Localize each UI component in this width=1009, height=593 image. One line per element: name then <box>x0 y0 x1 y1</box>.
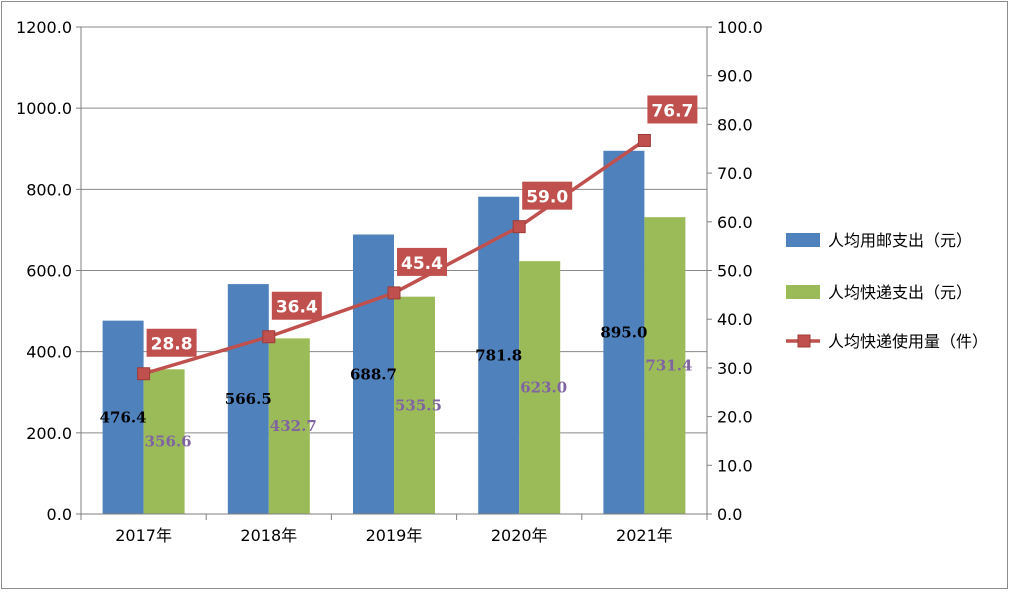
left-axis-tick-label: 1200.0 <box>16 18 72 37</box>
bar-data-label: 535.5 <box>395 396 442 414</box>
right-axis-tick-label: 90.0 <box>717 67 753 86</box>
bar-data-label: 688.7 <box>350 365 397 383</box>
x-axis-tick-label: 2020年 <box>491 526 548 545</box>
bars <box>102 150 686 515</box>
bar-express-spend <box>519 261 561 514</box>
right-axis-tick-label: 50.0 <box>717 262 753 281</box>
line-data-label-box <box>397 247 447 276</box>
right-axis-tick-label: 100.0 <box>717 18 763 37</box>
left-axis-tick-label: 1000.0 <box>16 99 72 118</box>
line-data-label-box <box>271 291 322 320</box>
legend-marker <box>797 334 811 348</box>
data-labels: 476.4 566.5 688.7 781.8 895.0 356.6 432.7 535.5… <box>100 95 698 451</box>
bar-data-label: 781.8 <box>475 346 522 364</box>
bar-data-label: 623.0 <box>520 379 567 397</box>
line-point-marker <box>512 220 526 234</box>
bar-data-label: 895.0 <box>600 323 647 341</box>
bar-express-spend <box>394 296 435 514</box>
x-axis-tick-label: 2019年 <box>366 526 423 545</box>
line-point-marker <box>387 286 401 300</box>
x-axis-tick-label: 2017年 <box>115 526 172 545</box>
bar-express-spend <box>644 217 686 514</box>
right-axis-tick-label: 80.0 <box>717 115 753 134</box>
line-point-marker <box>262 330 276 344</box>
bar-data-label: 566.5 <box>225 390 272 408</box>
axes: 0.0 200.0 400.0 600.0 800.0 1000.0 1200.0 0.0 10… <box>16 18 763 545</box>
line-data-label: 76.7 <box>651 101 693 121</box>
line-data-label: 59.0 <box>526 188 568 208</box>
right-axis-tick-label: 40.0 <box>717 310 753 329</box>
bar-postal-spend <box>603 150 645 514</box>
bar-express-spend <box>268 338 310 514</box>
right-axis-tick-label: 30.0 <box>717 359 753 378</box>
line-data-label-box <box>647 95 698 124</box>
legend-swatch <box>786 285 820 299</box>
line-data-label: 36.4 <box>276 298 318 318</box>
right-axis-tick-label: 70.0 <box>717 164 753 183</box>
left-axis-tick-label: 600.0 <box>26 262 72 281</box>
left-axis-tick-label: 800.0 <box>26 180 72 199</box>
bar-postal-spend <box>227 284 269 514</box>
line-data-label-box <box>522 181 573 210</box>
right-axis-tick-label: 20.0 <box>717 408 753 427</box>
left-axis-tick-label: 200.0 <box>26 424 72 443</box>
bar-data-label: 476.4 <box>100 408 147 426</box>
bar-data-label: 731.4 <box>645 357 692 375</box>
legend: 人均用邮支出（元） 人均快递支出（元） 人均快递使用量（件） <box>786 231 988 351</box>
line-point-marker <box>137 367 151 381</box>
left-axis-tick-label: 400.0 <box>26 343 72 362</box>
line-data-label: 28.8 <box>151 335 193 355</box>
bar-data-label: 356.6 <box>145 433 192 451</box>
bar-express-spend <box>143 369 185 514</box>
bar-postal-spend <box>353 234 394 515</box>
line-data-label-box <box>146 328 197 357</box>
line-point-marker <box>637 133 651 147</box>
left-axis-tick-label: 0.0 <box>47 505 72 524</box>
bar-data-label: 432.7 <box>270 417 317 435</box>
legend-entry-label: 人均快递支出（元） <box>828 283 972 302</box>
line-data-label: 45.4 <box>401 254 443 274</box>
bar-postal-spend <box>102 320 144 514</box>
legend-swatch <box>786 233 820 247</box>
right-axis-tick-label: 0.0 <box>717 505 742 524</box>
bar-postal-spend <box>478 196 520 515</box>
x-axis-tick-label: 2018年 <box>240 526 297 545</box>
legend-entry-label: 人均用邮支出（元） <box>828 231 972 250</box>
x-axis-tick-label: 2021年 <box>616 526 673 545</box>
right-axis-tick-label: 60.0 <box>717 213 753 232</box>
right-axis-tick-label: 10.0 <box>717 456 753 475</box>
legend-entry-label: 人均快递使用量（件） <box>828 332 988 351</box>
